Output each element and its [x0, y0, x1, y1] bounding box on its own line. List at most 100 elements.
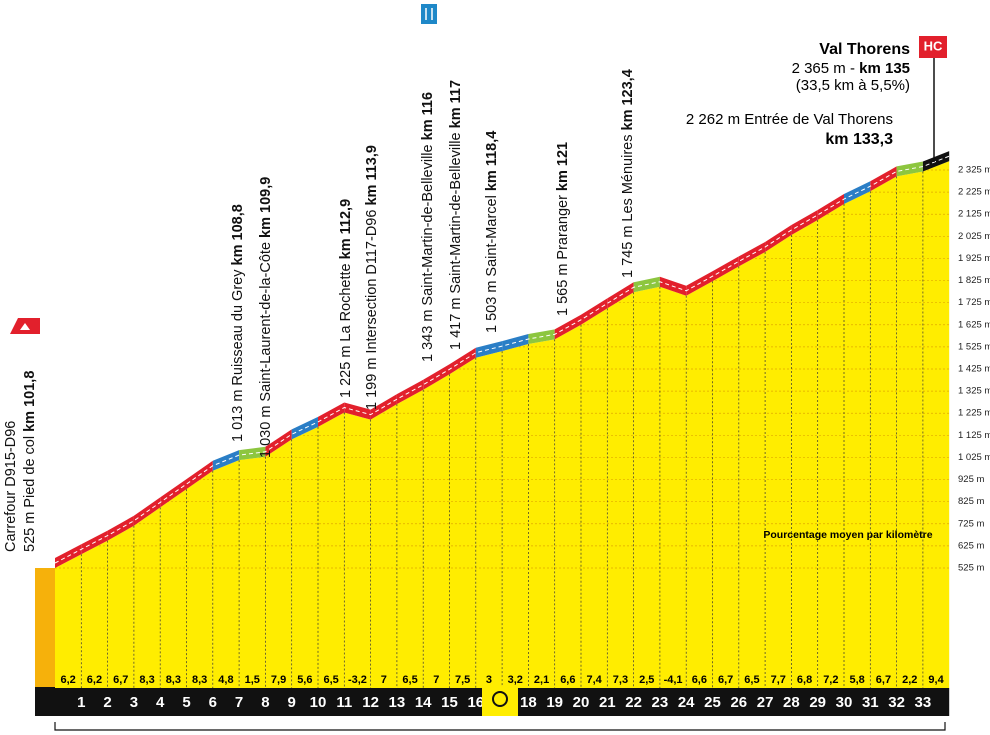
profile-segment — [554, 324, 581, 688]
y-tick-label: 1 025 m — [958, 452, 990, 463]
timer-icon — [492, 691, 508, 707]
waypoint: 1 225 m La Rochette km 112,9 — [338, 199, 354, 398]
gradient-label: 2,2 — [902, 674, 917, 686]
gradient-label: 6,7 — [718, 674, 733, 686]
km-label: 31 — [862, 694, 879, 711]
km-label: 8 — [261, 694, 269, 711]
waypoint-km: km 123,4 — [620, 69, 636, 130]
waypoint: 1 745 m Les Ménuires km 123,4 — [620, 69, 636, 278]
gradient-stripe — [396, 379, 424, 405]
km-label: 20 — [573, 694, 590, 711]
profile-segment — [633, 286, 660, 688]
finish-altitude: 2 365 m - — [792, 60, 855, 77]
km-label: 16 — [467, 694, 484, 711]
gradient-stripe — [107, 515, 134, 541]
y-tick-label: 2 025 m — [958, 231, 990, 242]
hc-label: HC — [924, 38, 943, 53]
profile-segment — [896, 171, 923, 688]
y-tick-label: 1 725 m — [958, 297, 990, 308]
gradient-stripe — [475, 341, 503, 358]
profile-segment — [291, 426, 318, 688]
profile-segment — [318, 412, 345, 688]
profile-segment — [239, 456, 266, 688]
y-tick-label: 1 825 m — [958, 275, 990, 286]
gradient-label: 7,5 — [455, 674, 470, 686]
gradient-label: 9,4 — [928, 674, 944, 686]
gradient-label: 6,5 — [744, 674, 759, 686]
km-label: 29 — [809, 694, 826, 711]
gradient-label: 8,3 — [166, 674, 181, 686]
gradient-label: 6,6 — [560, 674, 575, 686]
profile-segment — [686, 281, 713, 688]
gradient-label: 7,9 — [271, 674, 286, 686]
y-tick-label: 1 325 m — [958, 386, 990, 397]
profile-segment — [765, 235, 792, 689]
waypoint-name: 1 565 m Praranger — [555, 195, 571, 316]
start-note: Carrefour D915-D96 — [3, 421, 19, 552]
waypoint: 1 030 m Saint-Laurent-de-la-Côte km 109,… — [258, 177, 274, 458]
waypoint: 1 199 m Intersection D117-D96 km 113,9 — [364, 145, 380, 410]
gradient-label: 1,5 — [245, 674, 260, 686]
gradient-stripe — [291, 416, 318, 440]
gradient-label: 3 — [486, 674, 492, 686]
y-tick-label: 725 m — [958, 518, 984, 529]
waypoint-km: km 108,8 — [230, 204, 246, 265]
km-label: 4 — [156, 694, 165, 711]
profile-segment — [791, 219, 818, 688]
waypoint-name: 1 745 m Les Ménuires — [620, 135, 636, 278]
gradient-stripe — [160, 479, 187, 508]
waypoint-km: km 113,9 — [364, 145, 380, 205]
climb-bracket — [54, 722, 946, 731]
km-label: 28 — [783, 694, 800, 711]
gradient-label: 7 — [433, 674, 439, 686]
checkpoint-name: 2 262 m Entrée de Val Thorens — [686, 111, 893, 128]
start-flag-mountain — [20, 323, 30, 330]
gradient-label: -4,1 — [664, 674, 683, 686]
km-label: 21 — [599, 694, 616, 711]
y-tick-label: 1 125 m — [958, 430, 990, 441]
gradient-stripe — [896, 161, 923, 177]
km-label: 27 — [757, 694, 774, 711]
gradient-stripe — [581, 298, 608, 325]
waypoint: 1 343 m Saint-Martin-de-Belleville km 11… — [420, 92, 436, 362]
finish-km: km 135 — [859, 60, 910, 77]
gradient-label: 4,8 — [218, 674, 233, 686]
gradient-label: 7,3 — [613, 674, 628, 686]
checkpoint-km: km 133,3 — [825, 131, 893, 148]
waypoint: 1 565 m Praranger km 121 — [555, 142, 571, 316]
gradient-label: 6,8 — [797, 674, 812, 686]
timer-icon-bg — [482, 686, 518, 716]
km-label: 13 — [389, 694, 406, 711]
profile-segment — [502, 344, 529, 688]
gradient-label: 7,4 — [587, 674, 603, 686]
profile-segment — [133, 507, 161, 688]
gradient-label: 5,8 — [850, 674, 865, 686]
km-label: 10 — [310, 694, 327, 711]
gradient-stripe — [738, 242, 766, 267]
gradient-label: 7,7 — [771, 674, 786, 686]
waypoint-km: km 109,9 — [258, 177, 274, 238]
y-tick-label: 625 m — [958, 540, 984, 551]
gradient-label: 3,2 — [508, 674, 523, 686]
waypoint-km: km 117 — [448, 80, 464, 128]
profile-segment — [423, 374, 450, 688]
y-tick-label: 525 m — [958, 563, 984, 574]
waypoint: 1 417 m Saint-Martin-de-Belleville km 11… — [448, 80, 464, 350]
profile-segment — [265, 439, 292, 688]
y-tick-label: 2 125 m — [958, 209, 990, 220]
gradient-label: 8,3 — [139, 674, 154, 686]
gradient-label: 6,7 — [876, 674, 891, 686]
legend-note: Pourcentage moyen par kilomètre — [763, 529, 932, 541]
profile-segment — [870, 176, 897, 688]
profile-segment — [607, 292, 634, 688]
waypoint: 525 m Pied de col km 101,8 — [22, 371, 38, 552]
waypoint-name: 1 417 m Saint-Martin-de-Belleville — [448, 132, 464, 350]
waypoint-name: 1 503 m Saint-Marcel — [484, 195, 500, 333]
profile-segment — [55, 554, 82, 688]
waypoint: 1 503 m Saint-Marcel km 118,4 — [484, 131, 500, 333]
gradient-label: 5,6 — [297, 674, 312, 686]
y-tick-label: 1 225 m — [958, 408, 990, 419]
km-label: 32 — [888, 694, 905, 711]
waypoint-km: km 101,8 — [22, 371, 38, 432]
